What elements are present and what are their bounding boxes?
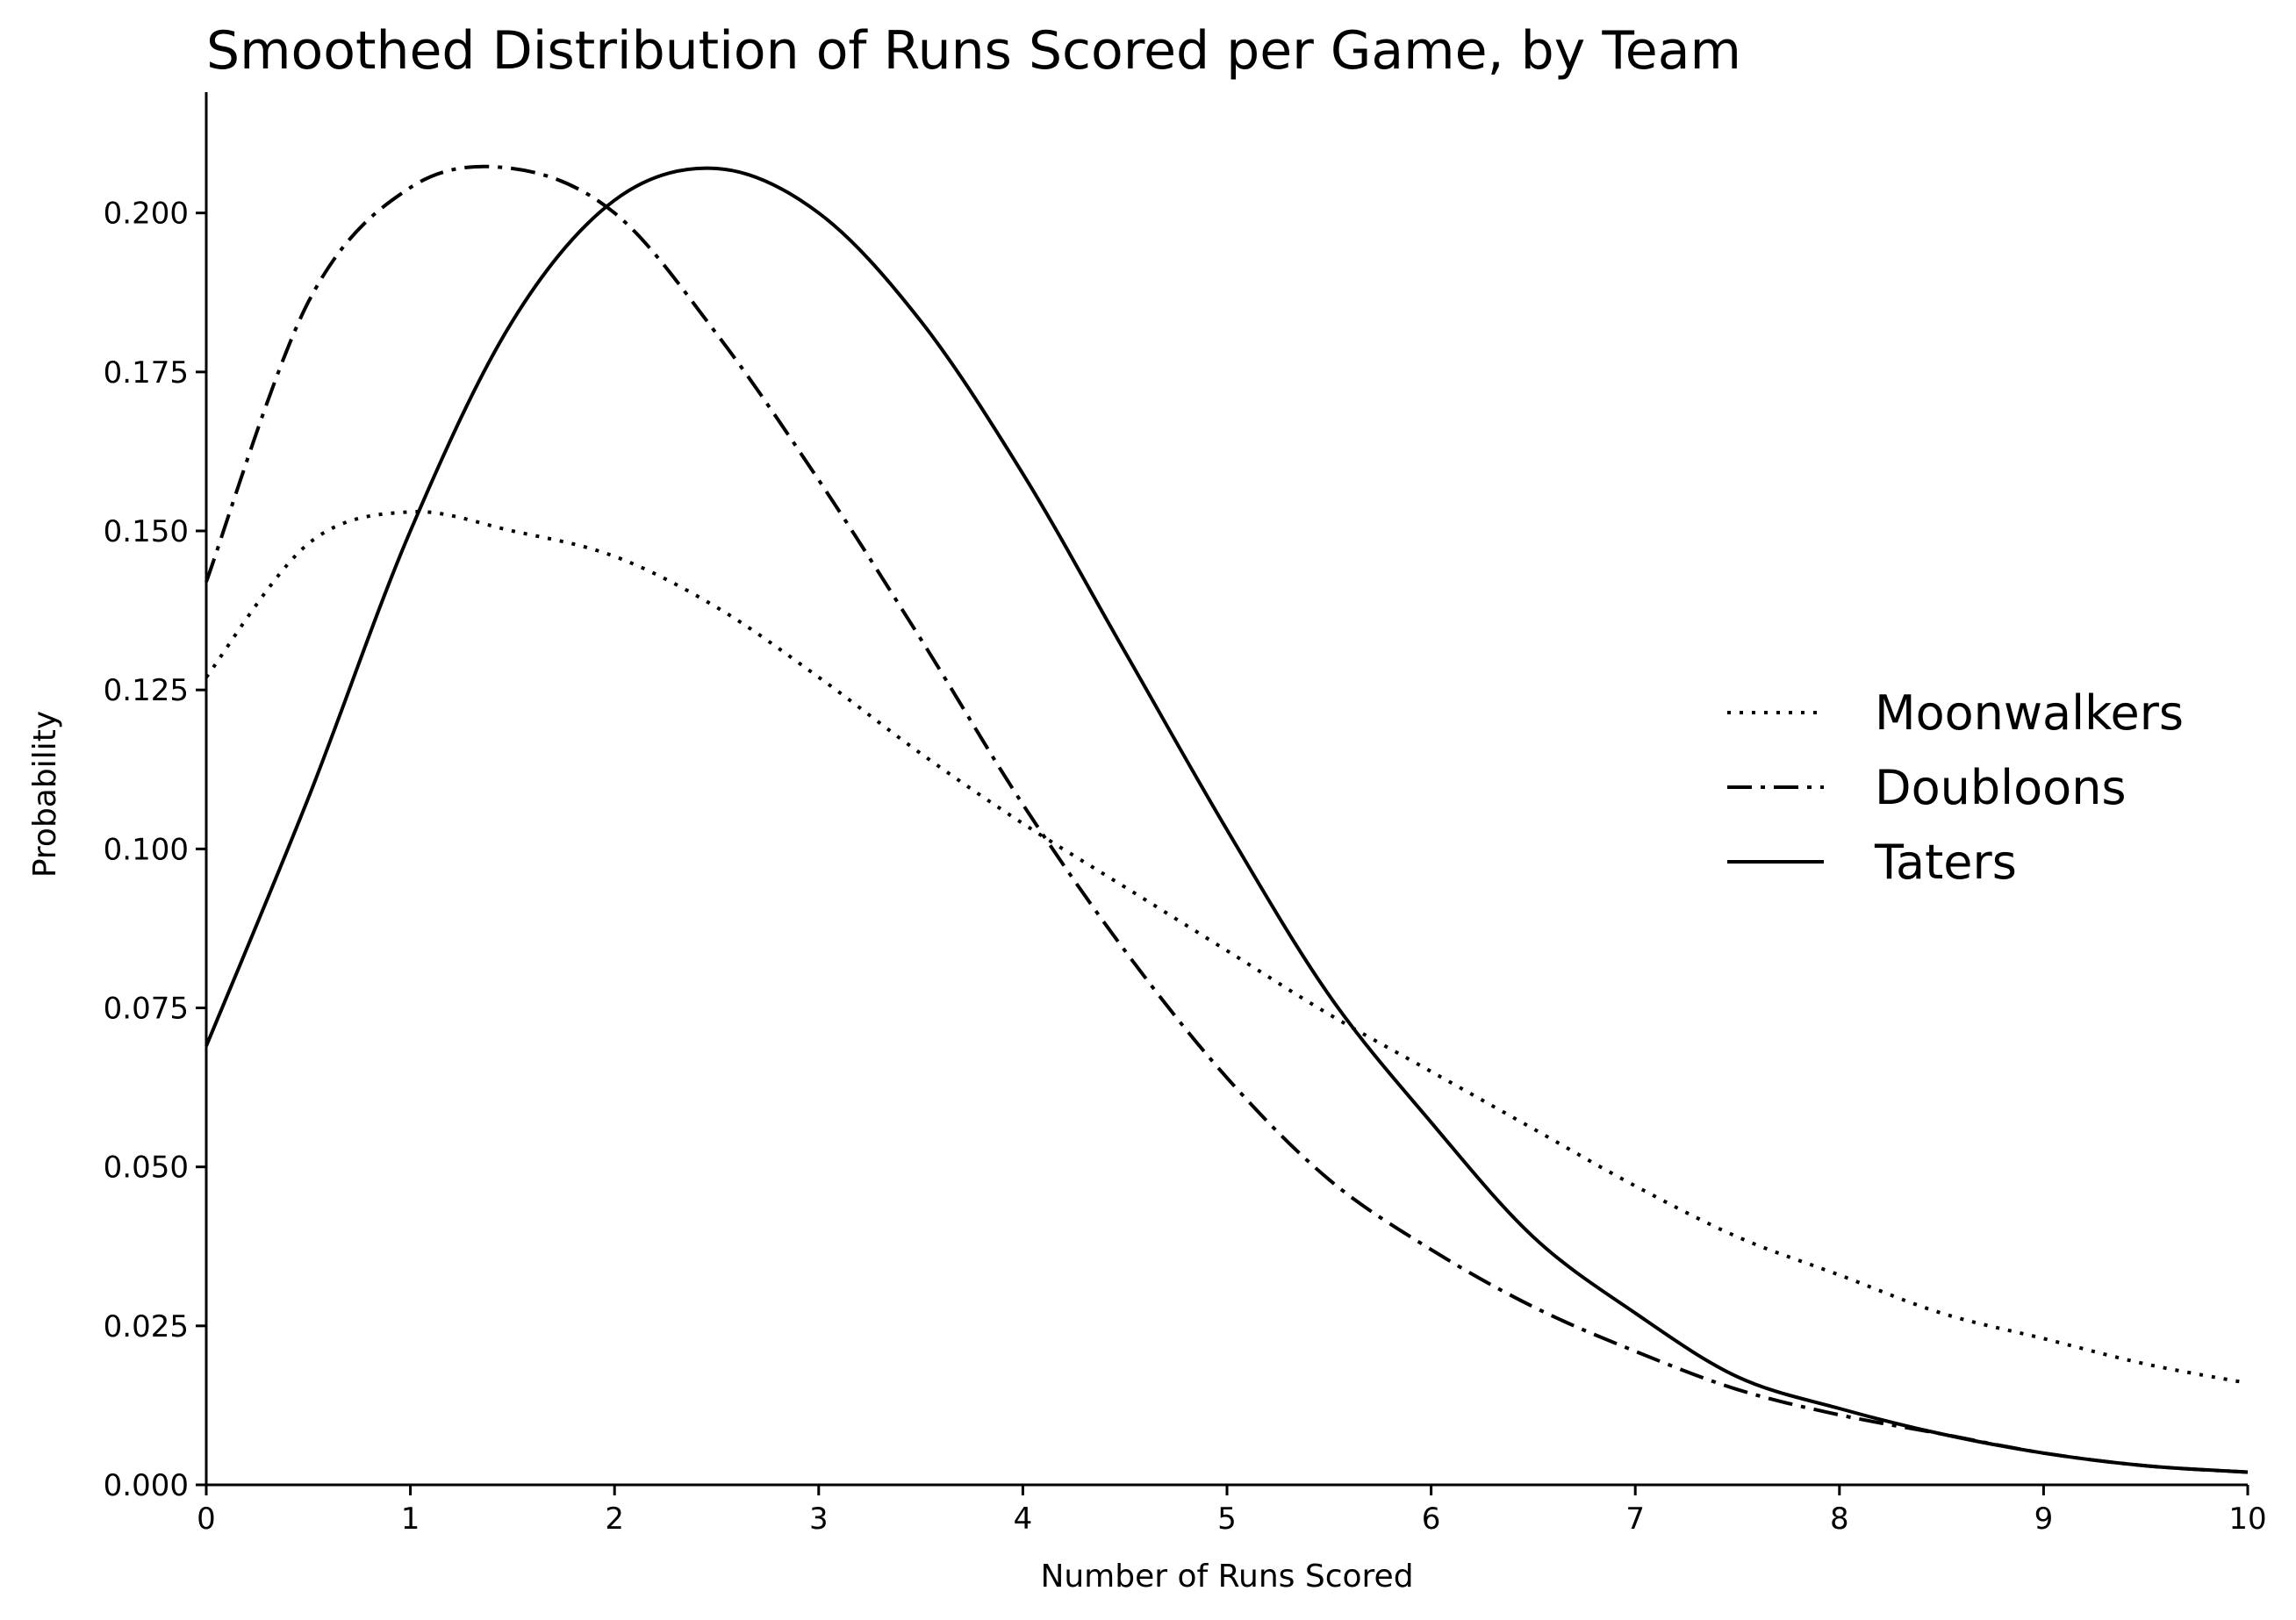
y-tick-label: 0.200 [104, 197, 189, 232]
y-ticks: 0.000 0.025 0.050 0.075 0.100 0.125 0.150 0.175… [104, 197, 206, 1503]
legend-label-moonwalkers: Moonwalkers [1875, 685, 2184, 741]
y-tick-label: 0.150 [104, 514, 189, 549]
series-line-doubloons [204, 164, 2249, 1474]
x-axis-title: Number of Runs Scored [1040, 1559, 1413, 1595]
x-tick-label: 4 [1014, 1502, 1033, 1537]
legend: Moonwalkers Doubloons Taters [1727, 685, 2184, 890]
y-tick-label: 0.075 [104, 992, 189, 1027]
x-tick-label: 0 [197, 1502, 216, 1537]
y-tick-label: 0.175 [104, 355, 189, 391]
y-tick-label: 0.125 [104, 673, 189, 708]
x-ticks: 0 1 2 3 4 5 6 7 8 9 10 [197, 1485, 2267, 1537]
x-tick-label: 1 [401, 1502, 420, 1537]
series-line-taters [204, 166, 2249, 1474]
plot-lines [204, 164, 2249, 1474]
y-tick-label: 0.025 [104, 1309, 189, 1344]
y-axis-title: Probability [27, 711, 63, 878]
x-tick-label: 10 [2228, 1502, 2266, 1537]
series-line-moonwalkers [204, 510, 2249, 1386]
x-tick-label: 8 [1830, 1502, 1849, 1537]
x-tick-label: 9 [2034, 1502, 2054, 1537]
x-tick-label: 5 [1217, 1502, 1237, 1537]
x-tick-label: 7 [1625, 1502, 1645, 1537]
legend-label-doubloons: Doubloons [1875, 760, 2127, 815]
x-tick-label: 6 [1422, 1502, 1441, 1537]
legend-label-taters: Taters [1874, 835, 2017, 890]
y-tick-label: 0.050 [104, 1150, 189, 1186]
y-tick-label: 0.000 [104, 1468, 189, 1503]
chart-title: Smoothed Distribution of Runs Scored per… [206, 20, 1741, 82]
y-tick-label: 0.100 [104, 832, 189, 867]
x-tick-label: 3 [809, 1502, 829, 1537]
x-tick-label: 2 [605, 1502, 624, 1537]
